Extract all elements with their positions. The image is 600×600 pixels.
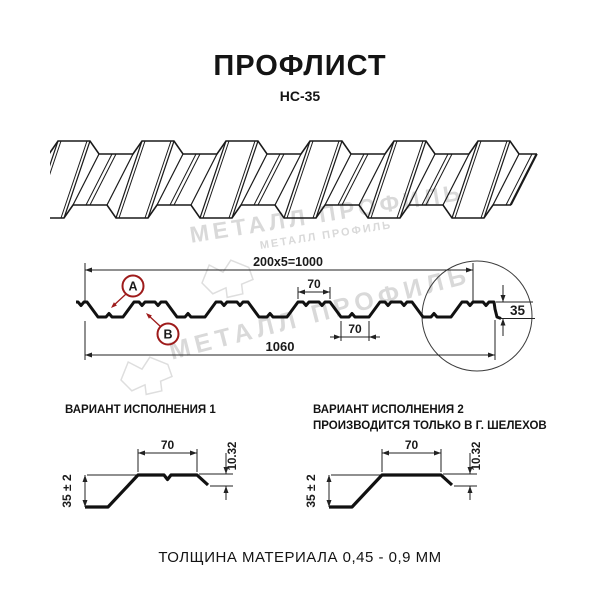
dim-overall-width: 1060 (266, 339, 295, 354)
page-title: ПРОФЛИСТ (213, 50, 387, 82)
callout-a-label: А (128, 280, 137, 294)
callout-a-arrow (111, 302, 117, 308)
profile-outline (76, 300, 502, 320)
dim-rib-bottom: 70 (348, 322, 362, 336)
v1-dim-lip: 10.32 (227, 442, 239, 471)
logo-outline (201, 259, 254, 299)
callout-b-arrow (146, 313, 152, 319)
variant-1-title: ВАРИАНТ ИСПОЛНЕНИЯ 1 (65, 404, 216, 416)
variant-2-title: ВАРИАНТ ИСПОЛНЕНИЯ 2 ПРОИЗВОДИТСЯ ТОЛЬКО… (313, 402, 547, 434)
material-thickness-note: ТОЛЩИНА МАТЕРИАЛА 0,45 - 0,9 ММ (158, 549, 442, 566)
variant-linework (82, 449, 477, 509)
logo-outline (120, 356, 173, 396)
callout-b-label: В (163, 328, 172, 342)
variant-detail-drawings: 70 35 ± 2 10.32 70 35 ± 2 10.32 (60, 438, 483, 509)
brand-logo-watermark (201, 259, 254, 299)
dimension-lines (84, 263, 535, 360)
dim-pitch-total: 200x5=1000 (253, 255, 323, 269)
callout-a: А (111, 274, 145, 308)
dim-rib-top: 70 (307, 277, 321, 291)
brand-logo-watermark (120, 356, 173, 396)
callout-a-circle (121, 274, 145, 298)
v2-dim-height: 35 ± 2 (304, 474, 318, 508)
v2-dim-lip: 10.32 (471, 442, 483, 471)
v1-dim-height: 35 ± 2 (60, 474, 74, 508)
sheet-linework (50, 140, 538, 219)
variant-2-title-line1: ВАРИАНТ ИСПОЛНЕНИЯ 2 (313, 404, 464, 416)
dim-profile-height: 35 (510, 303, 526, 318)
cross-section-drawing: 200x5=1000 70 70 1060 35 А В (76, 255, 535, 372)
callout-b-circle (156, 322, 180, 346)
callout-b: В (146, 313, 180, 346)
v1-dim-rib: 70 (161, 438, 175, 452)
variant-2-title-line2: ПРОИЗВОДИТСЯ ТОЛЬКО В Г. ШЕЛЕХОВ (313, 420, 547, 432)
v2-dim-rib: 70 (405, 438, 419, 452)
profile-model-name: НС-35 (279, 88, 321, 104)
profile-sheet-3d-drawing (50, 140, 538, 219)
